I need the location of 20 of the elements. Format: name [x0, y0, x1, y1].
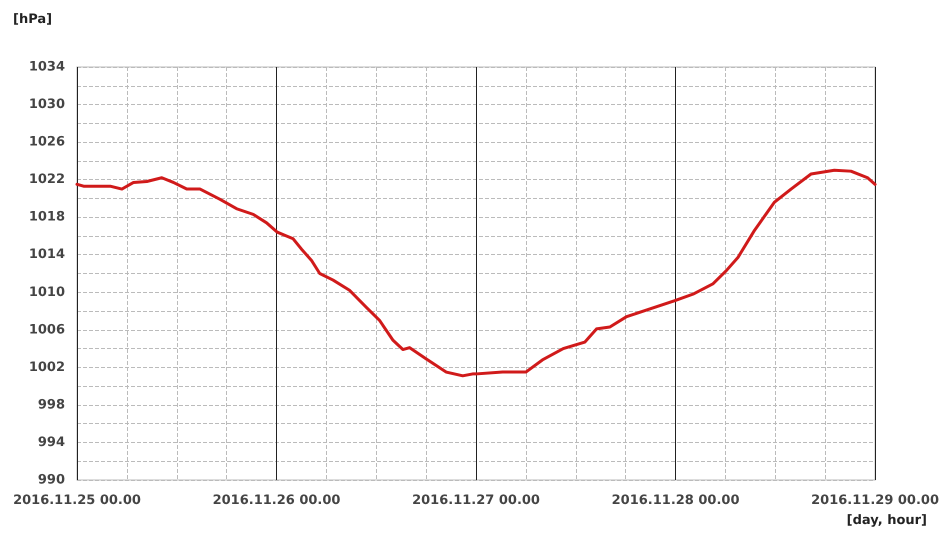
y-tick-label: 1010: [28, 284, 65, 300]
x-tick-label: 2016.11.28 00.00: [612, 493, 740, 508]
y-tick-label: 998: [38, 397, 65, 412]
y-tick-label: 1018: [28, 210, 65, 225]
y-axis-title: [hPa]: [13, 12, 52, 27]
line-series: [76, 168, 877, 378]
x-tick-label: 2016.11.25 00.00: [13, 493, 141, 508]
y-tick-label: 994: [38, 434, 65, 450]
y-tick-label: 1006: [28, 322, 65, 338]
y-tick-label: 1034: [28, 60, 65, 74]
y-tick-label: 1002: [28, 360, 65, 375]
y-tick-label: 1014: [28, 247, 65, 262]
x-tick-label: 2016.11.27 00.00: [412, 493, 540, 508]
x-tick-label: 2016.11.26 00.00: [212, 493, 340, 508]
y-tick-label: 1022: [28, 172, 65, 188]
y-tick-label: 1030: [28, 97, 65, 112]
y-tick-label: 1026: [28, 134, 65, 150]
x-axis-title: [day, hour]: [846, 513, 927, 528]
y-tick-label: 990: [38, 472, 65, 488]
x-tick-label: 2016.11.29 00.00: [811, 493, 939, 508]
